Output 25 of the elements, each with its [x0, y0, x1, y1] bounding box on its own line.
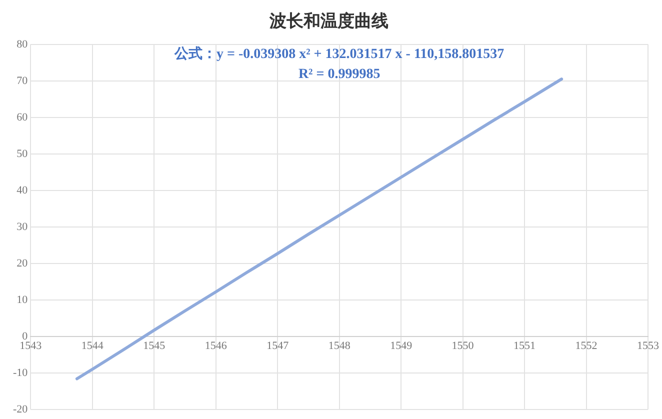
y-tick-label: 60: [16, 111, 28, 124]
x-tick-label: 1551: [514, 340, 536, 352]
x-tick-label: 1546: [204, 340, 228, 352]
y-tick-label: 50: [16, 148, 28, 160]
y-tick-label: -10: [12, 366, 28, 379]
x-tick-label: 1545: [143, 340, 166, 352]
y-tick-label: 70: [16, 74, 28, 87]
annotation: R² = 0.999985: [298, 67, 380, 82]
x-tick-label: 1543: [20, 340, 42, 352]
x-tick-label: 1552: [575, 340, 598, 352]
y-tick-label: 30: [16, 220, 28, 233]
x-tick-label: 1547: [266, 340, 290, 352]
x-tick-label: 1548: [328, 340, 351, 352]
y-tick-label: 20: [16, 257, 28, 270]
y-tick-label: -20: [12, 403, 28, 416]
x-tick-label: 1544: [81, 340, 104, 352]
y-tick-label: 80: [16, 38, 28, 50]
x-tick-label: 1550: [452, 340, 474, 352]
y-tick-label: 0: [22, 330, 28, 342]
y-tick-label: 10: [16, 294, 28, 306]
chart-title: 波长和温度曲线: [268, 12, 388, 31]
x-tick-label: 1549: [390, 340, 413, 352]
y-tick-label: 40: [16, 184, 28, 196]
annotation: 公式：y = -0.039308 x² + 132.031517 x - 110,158.801537: [173, 46, 504, 62]
x-tick-label: 1553: [637, 340, 660, 352]
